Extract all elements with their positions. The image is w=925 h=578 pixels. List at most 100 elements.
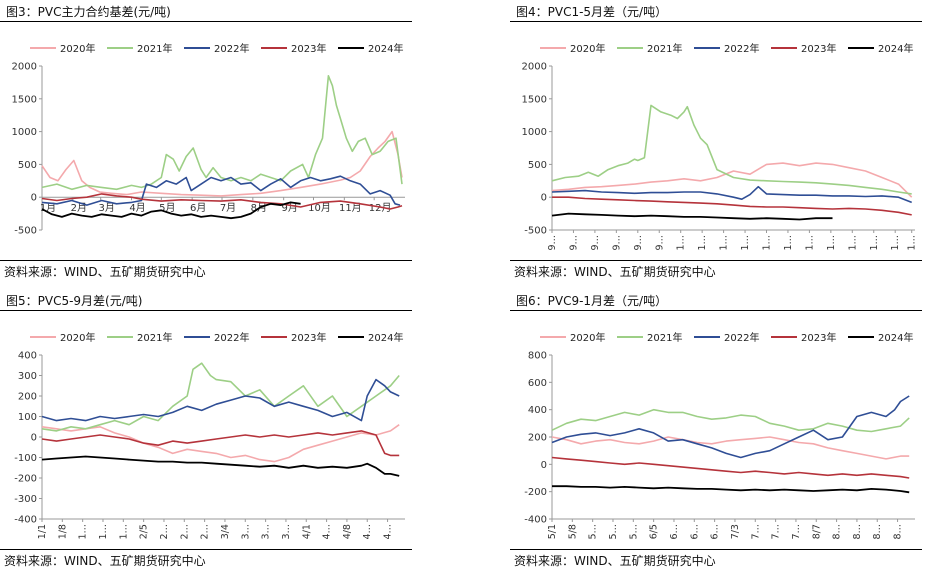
legend-label: 2024年 (878, 42, 913, 55)
x-tick-label: 8… (893, 524, 904, 540)
x-tick-label: 4/1 (301, 524, 312, 539)
x-tick-label: 5/8 (567, 524, 578, 539)
x-tick-label: 6/5 (649, 524, 660, 539)
source-note: 资料来源：WIND、五矿期货研究中心 (4, 265, 206, 279)
y-tick-label: 400 (18, 351, 37, 362)
y-tick-label: 2000 (12, 62, 37, 73)
y-tick-label: 400 (528, 405, 547, 416)
legend-label: 2024年 (878, 331, 913, 344)
source-rule (510, 260, 922, 261)
spread-1-5-chart: 2020年 2021年 2022年 2023年 2024年 -500 0 500 1000 150… (522, 42, 918, 251)
chart-panel-basis: 图3：PVC主力合约基差(元/吨) 2020年 2021年 2022年 2023年 20… (0, 0, 425, 289)
series-line (41, 175, 401, 206)
legend-label: 2022年 (214, 42, 249, 55)
series-line (551, 104, 912, 195)
legend-label: 2022年 (724, 331, 759, 344)
x-tick-label: 1… (804, 235, 815, 251)
x-tick-label: 12月 (369, 202, 392, 214)
x-tick-label: 1/1 (37, 524, 48, 539)
y-tick-label: 500 (528, 160, 547, 171)
x-tick-label: 1… (118, 524, 129, 540)
y-tick-label: 200 (18, 392, 37, 403)
legend-label: 2020年 (60, 42, 95, 55)
y-tick-label: 0 (31, 433, 37, 444)
x-tick-label: 9… (547, 235, 558, 251)
x-tick-label: 5… (608, 524, 619, 540)
y-tick-label: -500 (524, 226, 547, 237)
series-line (41, 430, 400, 457)
y-tick-label: 600 (528, 378, 547, 389)
series-line (552, 196, 912, 216)
y-tick-label: 1500 (522, 94, 547, 105)
y-tick-label: -400 (524, 515, 547, 526)
series-line (41, 74, 403, 191)
legend-label: 2020年 (570, 331, 605, 344)
legend-label: 2021年 (647, 331, 682, 344)
x-tick-label: 1/8 (57, 524, 68, 539)
x-tick-label: 2… (200, 524, 211, 540)
x-tick-label: 3/4 (220, 524, 231, 539)
source-rule (0, 549, 412, 550)
y-tick-label: 800 (528, 351, 547, 362)
x-tick-label: 9… (611, 235, 622, 251)
x-tick-label: 4… (322, 524, 333, 540)
legend-label: 2023年 (291, 42, 326, 55)
y-tick-label: 100 (18, 412, 37, 423)
source-note: 资料来源：WIND、五矿期货研究中心 (514, 265, 716, 279)
legend-label: 2024年 (368, 331, 403, 344)
x-tick-label: 7… (771, 524, 782, 540)
series-line (41, 201, 301, 220)
legend-label: 2022年 (724, 42, 759, 55)
title-rule (510, 21, 922, 22)
x-tick-label: 1… (78, 524, 89, 540)
x-tick-label: 2月 (71, 202, 87, 214)
title-rule (0, 21, 412, 22)
series-line (551, 212, 833, 221)
x-tick-label: 3… (281, 524, 292, 540)
y-tick-label: 1000 (12, 127, 37, 138)
chart-panel-spread-1-5: 图4：PVC1-5月差（元/吨） 2020年 2021年 2022年 2023年 202… (510, 0, 925, 289)
series-line (552, 485, 910, 494)
y-tick-label: -400 (14, 515, 37, 526)
series-line (551, 436, 910, 460)
series-line (551, 185, 912, 204)
x-tick-label: 4/8 (342, 524, 353, 539)
y-tick-label: 300 (18, 371, 37, 382)
y-tick-label: 0 (541, 193, 547, 204)
legend-label: 2023年 (801, 42, 836, 55)
legend-label: 2021年 (137, 331, 172, 344)
chart-panel-spread-5-9: 图5：PVC5-9月差(元/吨) 2020年 2021年 2022年 2023年 202… (0, 289, 425, 578)
series-line (551, 162, 913, 198)
title-rule (510, 310, 922, 311)
x-tick-label: 7… (791, 524, 802, 540)
y-tick-label: 500 (18, 160, 37, 171)
source-note: 资料来源：WIND、五矿期货研究中心 (4, 554, 206, 568)
x-tick-label: 9… (654, 235, 665, 251)
series-line (551, 395, 910, 459)
y-tick-label: -200 (14, 474, 37, 485)
x-tick-label: 2… (159, 524, 170, 540)
legend-label: 2021年 (137, 42, 172, 55)
series-line (41, 455, 400, 477)
y-tick-label: -100 (14, 453, 37, 464)
x-tick-label: 2… (179, 524, 190, 540)
legend-label: 2024年 (368, 42, 403, 55)
x-tick-label: 6月 (190, 202, 206, 214)
y-tick-label: 1500 (12, 94, 37, 105)
series-line (41, 424, 400, 463)
series-line (41, 378, 400, 422)
x-tick-label: 3… (261, 524, 272, 540)
x-tick-label: 4… (383, 524, 394, 540)
y-tick-label: -500 (14, 226, 37, 237)
x-tick-label: 6… (669, 524, 680, 540)
basis-chart: 2020年 2021年 2022年 2023年 2024年 -500 0 500 1000 150… (12, 42, 405, 237)
x-tick-label: 6… (710, 524, 721, 540)
x-tick-label: 9… (590, 235, 601, 251)
chart-panel-spread-9-1: 图6：PVC9-1月差（元/吨） 2020年 2021年 2022年 2023年 202… (510, 289, 925, 578)
y-tick-label: -200 (524, 487, 547, 498)
x-tick-label: 9… (568, 235, 579, 251)
x-tick-label: 7/3 (730, 524, 741, 539)
legend-label: 2020年 (60, 331, 95, 344)
legend-label: 2023年 (801, 331, 836, 344)
